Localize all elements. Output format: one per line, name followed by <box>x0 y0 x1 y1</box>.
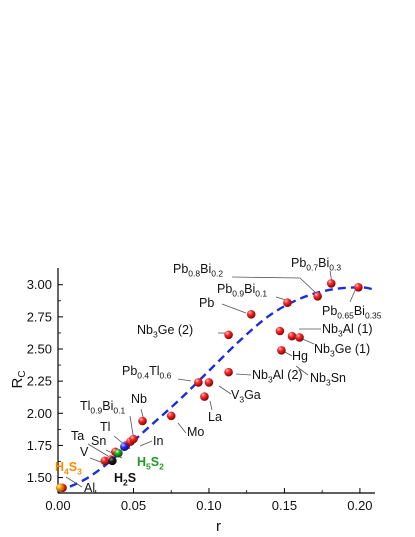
y-tick-label: 2.00 <box>27 406 52 421</box>
data-point <box>55 483 65 493</box>
point-label: Nb <box>131 392 147 406</box>
x-tick-label: 0.15 <box>272 498 297 513</box>
data-point <box>287 331 297 341</box>
data-point <box>114 448 123 458</box>
data-point <box>326 279 336 288</box>
point-label: H2S <box>114 471 136 488</box>
x-tick-label: 0.00 <box>45 498 70 513</box>
data-point <box>120 442 129 452</box>
point-label: Ta <box>71 429 84 443</box>
data-point <box>277 345 286 355</box>
leader-line <box>87 443 109 457</box>
y-tick-label: 2.50 <box>27 342 52 357</box>
data-point <box>204 378 214 387</box>
point-labels: Pb0.8Bi0.2 Pb0.7Bi0.3 Pb0.9Bi0.1 Pb0.65Bi0.… <box>55 256 382 495</box>
point-label: In <box>153 434 163 448</box>
data-point <box>295 333 304 342</box>
leader-line <box>218 385 232 395</box>
point-label: Hg <box>292 349 308 363</box>
point-label: Pb0.8Bi0.2 <box>173 262 223 279</box>
x-tick-label: 0.05 <box>121 498 146 513</box>
data-point <box>108 456 117 466</box>
data-point <box>138 416 147 426</box>
data-point <box>166 411 176 421</box>
point-label: Sn <box>91 434 106 448</box>
leader-line <box>349 287 357 303</box>
point-label: Nb3Al (2) <box>252 368 303 385</box>
data-points <box>55 279 363 493</box>
point-label: Nb3Al (1) <box>322 322 373 339</box>
point-label: V <box>80 445 89 459</box>
point-label: Pb0.7Bi0.3 <box>291 256 341 273</box>
y-tick-label: 1.75 <box>27 438 52 453</box>
leader-line <box>139 440 153 447</box>
point-label: Al <box>84 481 95 495</box>
data-point <box>354 282 363 292</box>
point-label: Mo <box>187 425 204 439</box>
point-label: Pb0.65Bi0.35 <box>322 304 382 321</box>
axes: 1.50 1.75 2.00 2.25 2.50 2.75 3.00 0.00 0.05 0.10… <box>9 268 375 535</box>
x-axis-title: r <box>216 518 221 535</box>
data-point <box>129 434 138 444</box>
y-tick-label: 2.25 <box>27 374 52 389</box>
y-tick-label: 3.00 <box>27 277 52 292</box>
leader-line <box>295 365 309 376</box>
point-label: Pb0.9Bi0.1 <box>217 282 267 299</box>
leader-line <box>177 422 187 434</box>
leader-line <box>235 373 252 376</box>
x-tick-label: 0.20 <box>347 498 372 513</box>
y-tick-label: 2.75 <box>27 309 52 324</box>
point-label: Pb0.4Tl0.6 <box>122 364 172 381</box>
data-point <box>283 298 292 308</box>
point-label: Tl0.9Bi0.1 <box>80 399 125 416</box>
leader-line <box>177 378 192 382</box>
leader-line <box>231 276 317 294</box>
data-point <box>246 309 256 319</box>
data-point <box>313 291 322 301</box>
data-point <box>275 326 285 336</box>
point-label: H4S3 <box>55 460 82 477</box>
point-label: Tl <box>100 420 110 434</box>
point-label: V3Ga <box>231 388 261 405</box>
point-label: Nb3Sn <box>310 371 346 388</box>
point-label: Pb <box>199 296 214 310</box>
data-point <box>224 367 233 377</box>
x-tick-label: 0.10 <box>196 498 221 513</box>
leader-line <box>209 400 213 411</box>
leader-line <box>65 476 83 488</box>
leader-line <box>275 296 287 301</box>
data-point <box>224 330 233 340</box>
y-tick-label: 1.50 <box>27 470 52 485</box>
data-point <box>194 378 203 387</box>
data-point <box>200 392 209 401</box>
point-label: La <box>208 410 222 424</box>
leader-line <box>221 303 247 314</box>
point-label: H5S2 <box>137 455 164 472</box>
y-axis-title: RC <box>9 370 28 388</box>
point-label: Nb3Ge (2) <box>137 323 193 340</box>
point-label: Nb3Ge (1) <box>314 342 370 359</box>
